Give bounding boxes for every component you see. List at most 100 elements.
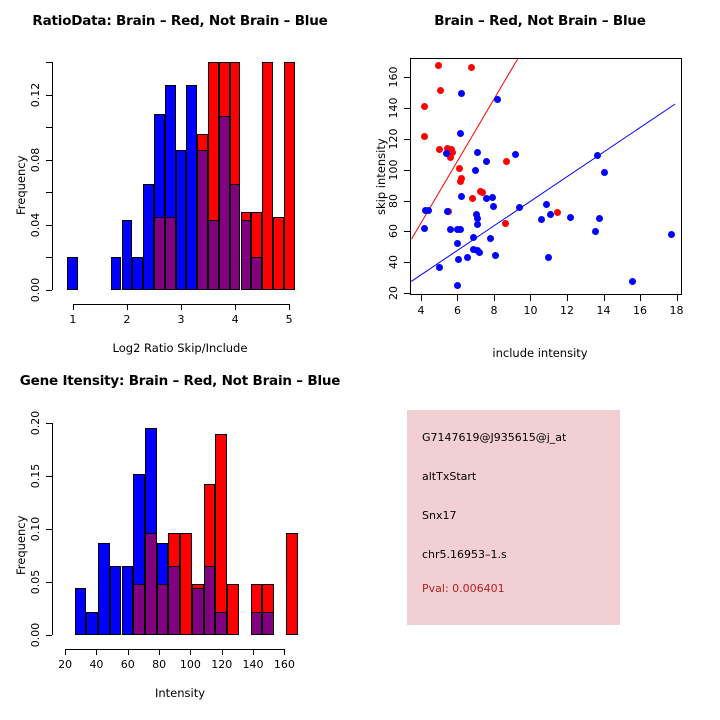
x-tick-label: 4: [231, 313, 239, 326]
scatter-point: [421, 224, 429, 232]
scatter-point: [516, 203, 524, 211]
y-axis-line: [52, 62, 53, 290]
y-tick-label: 0.00: [29, 622, 42, 648]
scatter-point: [488, 193, 496, 201]
scatter-point: [453, 240, 461, 248]
histogram-bar: [283, 62, 295, 290]
histogram-bar: [227, 584, 239, 635]
panel-gene-histogram: Gene Itensity: Brain – Red, Not Brain – …: [0, 360, 360, 720]
scatter-point: [486, 234, 494, 242]
x-tick-label: 140: [242, 658, 264, 671]
y-tick-minor: [46, 127, 52, 129]
scatter-point: [424, 207, 432, 215]
histogram-bar-overlap: [218, 115, 230, 290]
y-tick-label: 0.15: [29, 463, 42, 489]
x-tick-label: 160: [273, 658, 295, 671]
scatter-point: [490, 203, 498, 211]
x-tick-label: 6: [453, 304, 461, 317]
scatter-point: [436, 87, 444, 95]
x-axis-line: [72, 304, 290, 305]
scatter-point: [596, 214, 604, 222]
x-tick-label: 14: [596, 304, 611, 317]
gene-histogram-xlabel: Intensity: [154, 686, 206, 700]
histogram-bar: [180, 533, 192, 635]
histogram-bar: [272, 216, 284, 290]
ratio-histogram-ylabel: Frequency: [14, 155, 28, 215]
info-gene-symbol: Snx17: [422, 509, 457, 522]
x-tick-label: 60: [120, 658, 135, 671]
scatter-plot-area: 20 40 60 80 100 120 140 160 4 6 8 10 12 14 16 18: [360, 0, 720, 360]
histogram-bar-overlap: [229, 184, 241, 290]
y-tick-minor: [46, 257, 52, 259]
scatter-point: [456, 129, 464, 137]
y-tick-label: 0.00: [29, 277, 42, 303]
y-tick: [46, 94, 52, 96]
histogram-bar-overlap: [251, 257, 263, 290]
y-tick-label: 0.10: [29, 516, 42, 542]
histogram-bar: [74, 588, 87, 635]
histogram-bar: [186, 84, 198, 290]
ratio-histogram-plot-area: 0.00 0.04 0.08 0.12 1 2 3 4 5: [0, 0, 360, 360]
x-tick: [289, 304, 291, 310]
ratio-histogram-title: RatioData: Brain – Red, Not Brain – Blue: [32, 13, 328, 29]
x-tick: [181, 304, 182, 310]
histogram-bar: [110, 257, 122, 290]
histogram-bar-overlap: [191, 588, 204, 635]
scatter-point: [554, 208, 562, 216]
panel-info: G7147619@J935615@j_at altTxStart Snx17 c…: [360, 360, 720, 720]
scatter-point: [483, 194, 491, 202]
x-tick: [457, 295, 459, 301]
scatter-point: [467, 63, 475, 71]
info-coordinate: chr5.16953–1.s: [422, 548, 507, 561]
x-tick-label: 3: [177, 313, 185, 326]
x-tick: [235, 304, 237, 310]
scatter-point: [443, 207, 451, 215]
histogram-bar-overlap: [203, 566, 216, 635]
scatter-point: [483, 158, 491, 166]
x-tick: [65, 649, 67, 655]
panel-scatter: Brain – Red, Not Brain – Blue 20 40 60 80 10…: [360, 0, 720, 360]
y-tick-label: 0.05: [29, 569, 42, 595]
x-tick-label: 40: [89, 658, 104, 671]
scatter-point: [667, 231, 675, 239]
x-tick: [96, 649, 98, 655]
scatter-point: [512, 150, 520, 158]
histogram-bar: [132, 257, 144, 290]
scatter-point: [455, 165, 463, 173]
histogram-bar: [121, 566, 134, 635]
regression-line: [411, 103, 676, 282]
y-tick-label: 160: [387, 66, 400, 88]
y-tick: [46, 290, 52, 291]
panel-ratio-histogram: RatioData: Brain – Red, Not Brain – Blue…: [0, 0, 360, 360]
histogram-bar-overlap: [208, 219, 219, 290]
scatter-point: [478, 189, 486, 197]
y-axis-line: [52, 423, 53, 635]
x-tick: [127, 649, 129, 655]
scatter-point: [545, 253, 553, 261]
y-tick: [404, 169, 410, 171]
y-tick-label: 20: [387, 286, 400, 301]
y-tick-minor: [46, 62, 52, 63]
histogram-bar: [86, 611, 98, 635]
y-tick-label: 120: [387, 128, 400, 150]
y-tick: [46, 635, 52, 636]
y-tick-label: 0.08: [29, 147, 42, 172]
gene-histogram-plot-area: 0.00 0.05 0.10 0.15 0.20 20 40 60 80 100 120 140 160: [0, 360, 360, 720]
x-tick-label: 10: [523, 304, 538, 317]
x-tick-label: 100: [179, 658, 201, 671]
scatter-point: [446, 154, 454, 162]
scatter-point: [537, 216, 545, 224]
histogram-bar-overlap: [197, 149, 209, 290]
scatter-xlabel: include intensity: [492, 346, 588, 360]
histogram-bar: [175, 149, 187, 290]
y-tick: [46, 582, 52, 584]
scatter-point: [472, 166, 480, 174]
histogram-bar-overlap: [153, 216, 165, 290]
scatter-point: [502, 220, 510, 228]
y-tick: [404, 231, 410, 233]
histogram-bar: [215, 433, 228, 635]
y-tick: [404, 76, 410, 78]
y-tick-label: 0.20: [29, 411, 42, 436]
y-tick: [46, 476, 52, 478]
scatter-point: [543, 200, 551, 208]
